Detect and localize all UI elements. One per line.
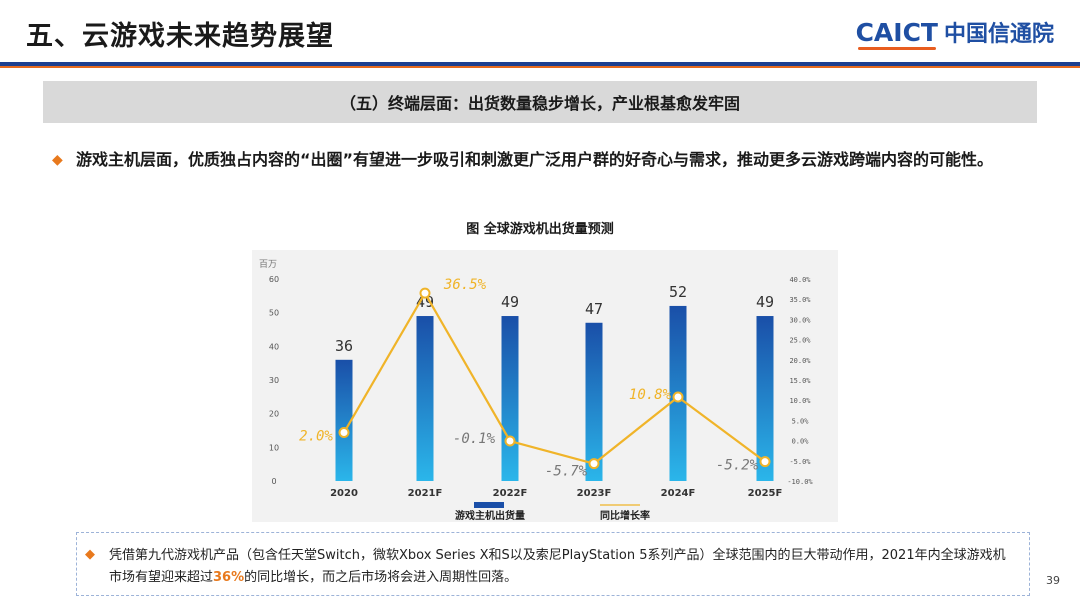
left-axis-tick: 0 — [271, 477, 276, 486]
note-text: 凭借第九代游戏机产品（包含任天堂Switch，微软Xbox Series X和S… — [109, 548, 1006, 585]
growth-value-label: 36.5% — [443, 277, 487, 293]
left-axis-tick: 40 — [269, 342, 279, 351]
summary-note: ◆ 凭借第九代游戏机产品（包含任天堂Switch，微软Xbox Series X… — [76, 532, 1030, 596]
right-axis-tick: -10.0% — [787, 478, 813, 486]
x-axis-label: 2020 — [330, 488, 358, 499]
right-axis-tick: 25.0% — [789, 337, 811, 345]
legend-bar-swatch — [474, 502, 504, 508]
diamond-bullet-icon: ◆ — [52, 152, 63, 168]
note-highlight: 36% — [213, 570, 245, 585]
left-axis-tick: 60 — [269, 275, 279, 284]
growth-value-label: 10.8% — [629, 387, 672, 403]
page-title: 五、云游戏未来趋势展望 — [26, 21, 334, 52]
growth-rate-labels: 2.0% 36.5% -0.1% -5.7% 10.8% -5.2% — [299, 277, 758, 479]
bar-2022f — [501, 316, 519, 481]
right-axis-tick: 20.0% — [789, 357, 811, 365]
bar-value-label: 47 — [585, 300, 603, 318]
x-axis-label: 2022F — [493, 488, 528, 499]
legend-bar-label: 游戏主机出货量 — [455, 509, 525, 522]
right-axis-tick: 40.0% — [789, 276, 811, 284]
right-axis-tick: -5.0% — [789, 458, 811, 466]
section-banner: （五）终端层面：出货数量稳步增长，产业根基愈发牢固 — [43, 81, 1037, 123]
left-axis-tick: 50 — [269, 309, 279, 318]
growth-value-label: -0.1% — [453, 431, 496, 447]
bar-2020 — [335, 359, 353, 481]
growth-point — [504, 435, 516, 447]
caict-logo: CAICT 中国信通院 — [856, 16, 1054, 50]
right-axis-tick: 10.0% — [789, 397, 811, 405]
right-axis-tick: 30.0% — [789, 316, 811, 324]
left-axis-tick: 30 — [269, 376, 279, 385]
x-axis-label: 2023F — [577, 488, 612, 499]
bar-value-label: 49 — [416, 293, 434, 311]
growth-point — [419, 287, 431, 299]
growth-point — [588, 458, 600, 470]
bullet-paragraph: ◆ 游戏主机层面，优质独占内容的“出圈”有望进一步吸引和刺激更广泛用户群的好奇心… — [52, 146, 1032, 174]
right-axis-tick: 5.0% — [792, 417, 810, 425]
left-axis: 0 10 20 30 40 50 60 — [269, 275, 279, 486]
bullet-text: 游戏主机层面，优质独占内容的“出圈”有望进一步吸引和刺激更广泛用户群的好奇心与需… — [76, 150, 994, 169]
growth-value-label: 2.0% — [299, 429, 333, 445]
x-axis-categories: 2020 2021F 2022F 2023F 2024F 2025F — [330, 488, 782, 499]
figure-caption: 图 全球游戏机出货量预测 — [466, 222, 614, 237]
growth-rate-points — [338, 287, 771, 470]
left-axis-tick: 20 — [269, 410, 279, 419]
note-diamond-icon: ◆ — [85, 547, 95, 562]
growth-value-label: -5.2% — [716, 458, 759, 474]
bar-value-label: 52 — [669, 283, 687, 301]
growth-value-label: -5.7% — [545, 464, 588, 480]
right-axis-tick: 0.0% — [792, 438, 810, 446]
bar-2025f — [756, 316, 774, 481]
left-axis-tick: 10 — [269, 443, 279, 452]
growth-point — [672, 391, 684, 403]
right-axis: -10.0% -5.0% 0.0% 5.0% 10.0% 15.0% 20.0% 25.0% 3… — [787, 276, 813, 486]
x-axis-label: 2024F — [661, 488, 696, 499]
left-axis-unit: 百万 — [259, 259, 277, 270]
header-divider-blue — [0, 62, 1080, 66]
x-axis-label: 2025F — [748, 488, 783, 499]
bar-value-label: 49 — [501, 293, 519, 311]
bar-2023f — [585, 322, 603, 481]
bar-2021f — [416, 316, 434, 481]
right-axis-tick: 35.0% — [789, 296, 811, 304]
x-axis-label: 2021F — [408, 488, 443, 499]
legend: 游戏主机出货量 同比增长率 — [455, 502, 650, 522]
bar-labels: 36 49 49 47 52 49 — [335, 283, 774, 355]
growth-point — [759, 456, 771, 468]
page-number: 39 — [1046, 574, 1060, 587]
right-axis-tick: 15.0% — [789, 377, 811, 385]
bar-value-label: 49 — [756, 293, 774, 311]
logo-text-cn: 中国信通院 — [943, 22, 1054, 47]
header-divider-orange — [0, 66, 1080, 68]
growth-point — [338, 427, 350, 439]
legend-line-label: 同比增长率 — [600, 509, 650, 522]
bar-value-label: 36 — [335, 337, 353, 355]
logo-text-en: CAICT — [856, 18, 938, 50]
growth-rate-line — [343, 290, 766, 465]
